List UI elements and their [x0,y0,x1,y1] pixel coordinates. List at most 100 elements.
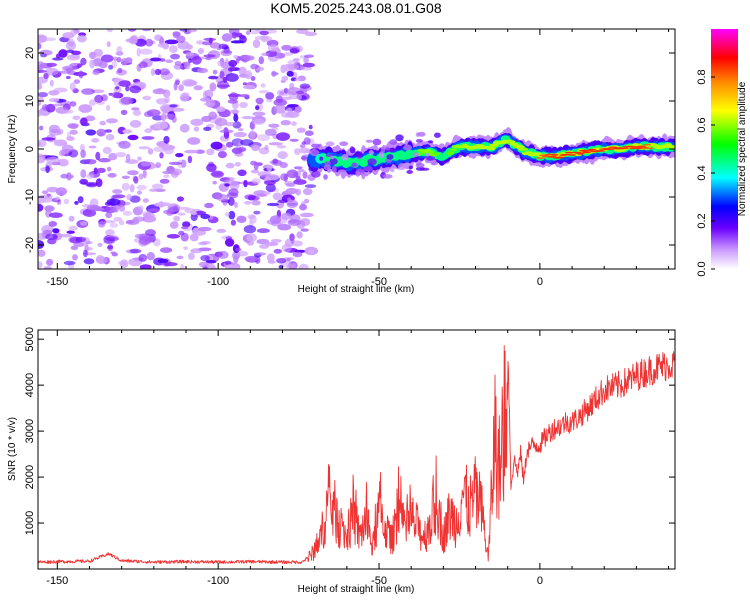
noise-blob [270,239,282,243]
noise-blob [281,75,289,82]
noise-blob [271,127,278,131]
noise-blob [139,264,152,269]
noise-blob [303,54,315,58]
noise-blob [39,125,44,131]
signal-blob [417,131,426,137]
noise-blob [206,163,217,172]
noise-blob [83,258,95,265]
signal-blob [339,141,349,146]
signal-blob [406,170,414,174]
signal-blob [646,147,655,149]
noise-blob [285,187,298,195]
noise-blob [224,58,229,66]
signal-blob [351,162,358,168]
y-tick-label: 3000 [24,419,36,443]
noise-blob [184,149,199,154]
noise-blob [89,51,97,60]
noise-blob [249,214,257,224]
noise-blob [268,123,280,128]
noise-blob [250,63,259,70]
noise-blob [38,42,42,50]
noise-blob [251,144,260,152]
noise-blob [127,170,139,176]
noise-blob [170,168,183,176]
noise-blob [112,189,123,194]
signal-blob [330,155,335,160]
noise-blob [187,137,201,145]
noise-blob [38,69,47,73]
noise-blob [197,226,212,232]
noise-blob [136,47,141,57]
noise-blob [179,93,190,102]
noise-blob [108,64,114,70]
signal-blob [596,150,606,152]
noise-blob [45,156,60,164]
noise-blob [266,99,273,103]
noise-blob [203,54,216,58]
noise-blob [238,94,250,98]
noise-blob [43,72,49,80]
y-tick-label: 1000 [24,511,36,535]
noise-blob [252,118,265,125]
noise-blob [185,44,193,50]
noise-blob [233,113,239,122]
noise-blob [38,92,48,98]
spectrogram-y-label: Frequency (Hz) [7,115,18,184]
noise-blob [302,62,315,68]
noise-blob [95,178,103,188]
noise-blob [228,210,236,220]
noise-blob [219,71,225,79]
noise-blob [138,61,148,69]
noise-blob [280,120,291,126]
noise-blob [157,258,169,264]
noise-blob [277,151,288,160]
noise-blob [105,229,115,237]
signal-blob [415,139,423,143]
noise-blob [231,32,238,39]
noise-blob [111,252,119,257]
noise-blob [293,166,303,170]
signal-blob [420,167,430,171]
noise-blob [107,172,117,178]
noise-blob [122,129,133,134]
noise-blob [94,94,104,103]
noise-blob [111,91,121,99]
noise-blob [262,36,273,42]
noise-blob [41,104,50,111]
noise-blob [106,104,111,111]
noise-blob [204,202,214,209]
noise-blob [72,115,81,121]
noise-blob [80,169,87,179]
noise-blob [105,211,113,219]
noise-blob [38,249,46,257]
noise-blob [72,254,78,261]
noise-blob [63,260,76,266]
signal-blob [431,152,441,156]
noise-blob [45,165,50,174]
noise-blob [237,250,248,257]
signal-blob [311,171,321,178]
noise-blob [286,199,299,209]
noise-blob [70,245,79,250]
noise-blob [45,233,58,240]
noise-blob [172,31,181,37]
noise-blob [224,212,230,217]
noise-blob [120,96,134,105]
noise-blob [115,86,120,90]
noise-blob [217,60,222,67]
signal-blob [564,151,574,154]
noise-blob [296,90,305,95]
noise-blob [225,73,239,82]
noise-blob [216,228,227,233]
noise-blob [84,159,97,165]
noise-blob [69,82,76,91]
noise-blob [299,83,311,89]
noise-blob [135,38,147,47]
noise-blob [85,115,96,122]
noise-blob [254,252,267,256]
noise-blob [244,255,259,262]
noise-blob [178,230,185,236]
signal-blob [331,166,337,173]
noise-blob [68,225,78,231]
noise-blob [142,215,157,223]
